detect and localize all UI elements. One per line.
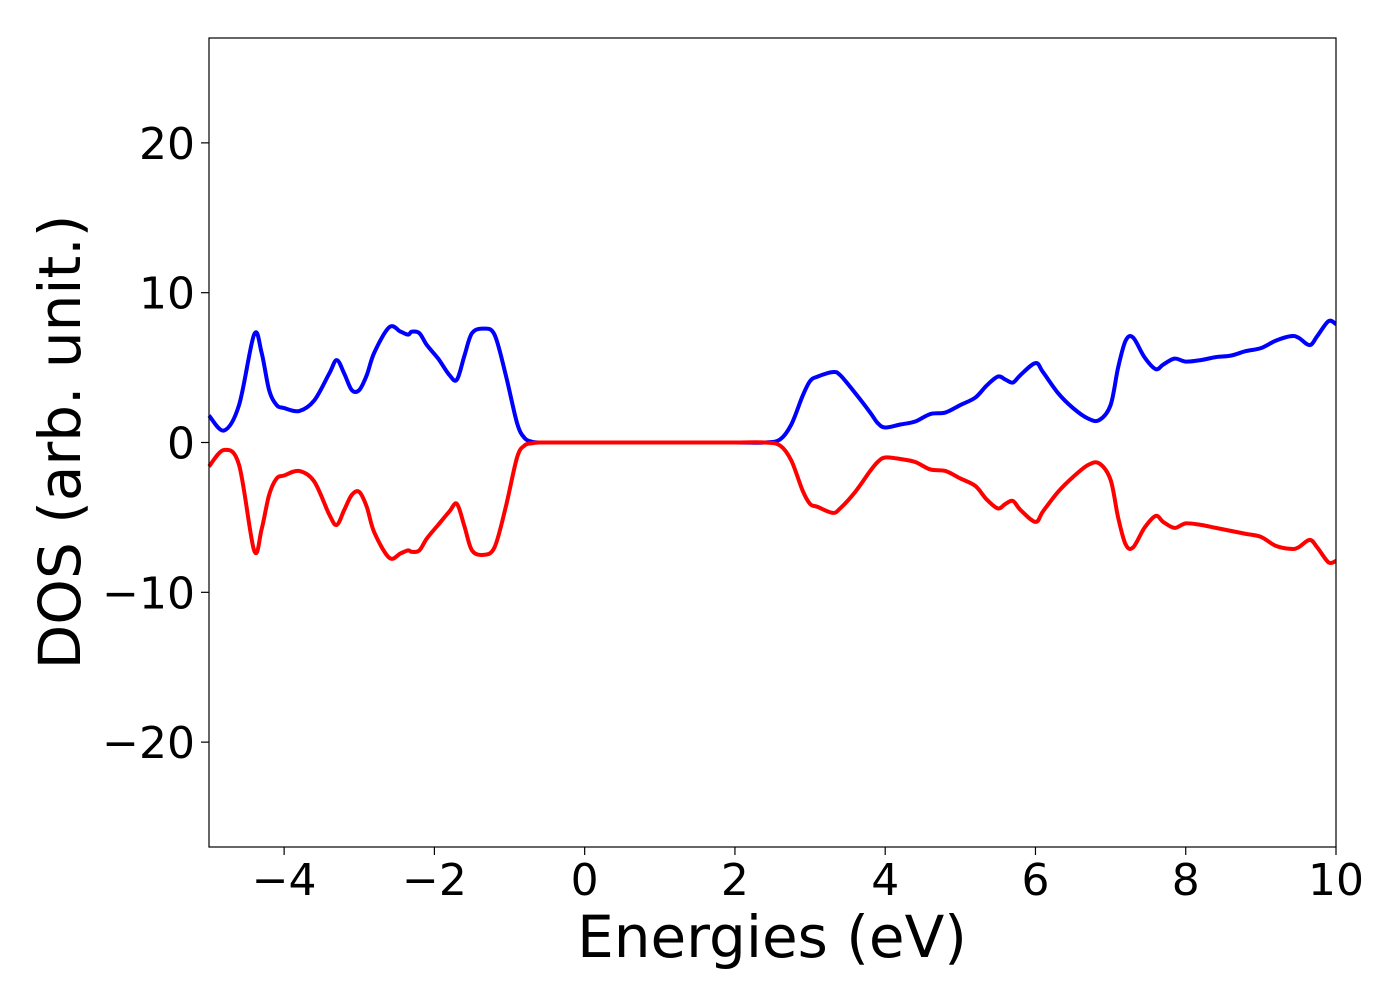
y-axis-label: DOS (arb. unit.) [26,215,94,670]
dos-line-blue [207,318,1338,445]
x-tick-label: 10 [1308,855,1364,906]
x-tick-label: 6 [1021,855,1049,906]
y-tick-label: 20 [139,119,195,170]
dos-line-red [207,440,1337,566]
x-tick-label: 0 [571,855,599,906]
y-tick-label: −10 [102,568,195,619]
y-tick-label: −20 [102,718,195,769]
series-layer [207,318,1338,566]
x-tick-label: 2 [721,855,749,906]
x-tick-label: 8 [1172,855,1200,906]
x-axis: −4 −2 0 2 4 6 8 10 [252,847,1364,906]
x-tick-label: 4 [871,855,899,906]
y-tick-label: 10 [139,269,195,320]
x-tick-label: −4 [252,855,317,906]
y-tick-label: 0 [167,419,195,470]
x-tick-label: −2 [402,855,467,906]
y-axis: −20 −10 0 10 20 [102,119,209,769]
x-axis-label: Energies (eV) [577,903,967,971]
